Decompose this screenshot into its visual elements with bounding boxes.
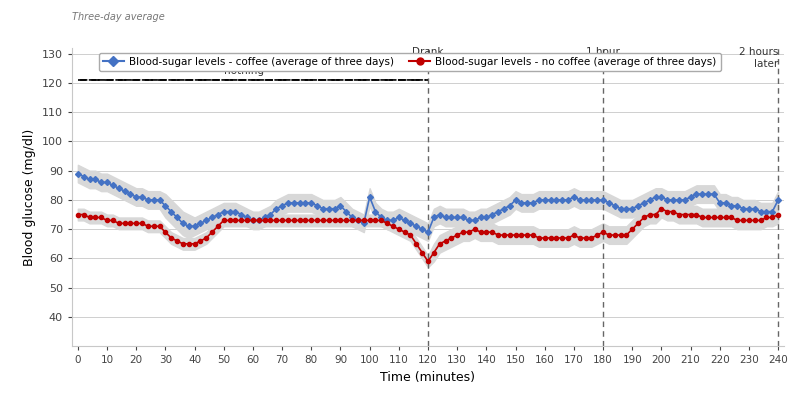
Blood-sugar levels - coffee (average of three days): [517, 201, 526, 205]
Blood-sugar levels - coffee (average of three days): [370, 209, 380, 214]
Blood-sugar levels - coffee (average of three days): [551, 197, 561, 202]
Text: 2 hours
later: 2 hours later: [738, 47, 778, 69]
Blood-sugar levels - no coffee (average of three days): [738, 218, 748, 223]
Blood-sugar levels - no coffee (average of three days): [551, 236, 561, 240]
Legend: Blood-sugar levels - coffee (average of three days), Blood-sugar levels - no cof: Blood-sugar levels - coffee (average of …: [98, 53, 721, 71]
Blood-sugar levels - no coffee (average of three days): [143, 224, 153, 229]
Blood-sugar levels - no coffee (average of three days): [73, 212, 82, 217]
Line: Blood-sugar levels - no coffee (average of three days): Blood-sugar levels - no coffee (average …: [76, 207, 780, 263]
Blood-sugar levels - no coffee (average of three days): [237, 218, 246, 223]
Y-axis label: Blood glucose (mg/dl): Blood glucose (mg/dl): [23, 129, 36, 265]
Text: Drank
coffee: Drank coffee: [412, 47, 444, 69]
Blood-sugar levels - no coffee (average of three days): [517, 233, 526, 238]
Blood-sugar levels - no coffee (average of three days): [657, 206, 666, 211]
Blood-sugar levels - no coffee (average of three days): [423, 259, 433, 264]
Blood-sugar levels - coffee (average of three days): [774, 197, 783, 202]
Blood-sugar levels - no coffee (average of three days): [774, 212, 783, 217]
Blood-sugar levels - coffee (average of three days): [733, 203, 742, 208]
Blood-sugar levels - no coffee (average of three days): [370, 218, 380, 223]
Blood-sugar levels - coffee (average of three days): [423, 230, 433, 234]
X-axis label: Time (minutes): Time (minutes): [381, 371, 475, 384]
Blood-sugar levels - coffee (average of three days): [73, 171, 82, 176]
Text: Consumed
nothing: Consumed nothing: [216, 55, 272, 76]
Line: Blood-sugar levels - coffee (average of three days): Blood-sugar levels - coffee (average of …: [76, 172, 780, 234]
Blood-sugar levels - coffee (average of three days): [237, 212, 246, 217]
Blood-sugar levels - coffee (average of three days): [143, 197, 153, 202]
Text: 1 hour
later: 1 hour later: [586, 47, 620, 69]
Text: Three-day average: Three-day average: [72, 12, 165, 22]
